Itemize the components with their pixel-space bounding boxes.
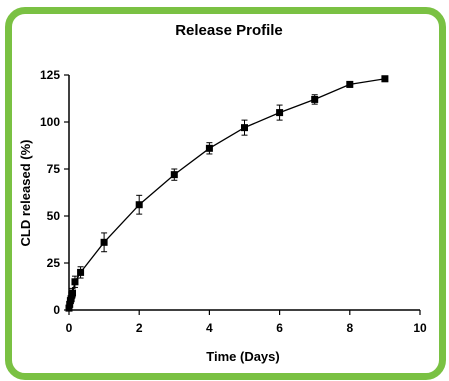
data-point [135,201,143,209]
y-tick-label: 75 [47,162,61,176]
data-point [71,278,79,286]
x-tick-label: 6 [276,321,283,335]
x-tick-label: 8 [346,321,353,335]
data-point [66,300,74,308]
data-point [100,238,108,246]
data-point [205,144,213,152]
x-tick-label: 2 [136,321,143,335]
data-point [346,80,354,88]
data-point [381,75,389,83]
data-point [170,171,178,179]
data-point [65,304,73,312]
data-point [311,95,319,103]
series-line [68,78,386,309]
data-point [77,268,85,276]
y-tick-label: 25 [47,256,61,270]
y-tick-label: 50 [47,209,61,223]
x-axis-title: Time (Days) [206,349,279,364]
chart-frame [5,7,446,380]
y-axis-title: CLD released (%) [18,140,33,247]
x-tick-label: 10 [413,321,427,335]
x-tick-label: 0 [66,321,73,335]
data-point [241,124,248,132]
x-tick-label: 4 [206,321,213,335]
y-tick-label: 100 [40,115,60,129]
y-tick-label: 125 [40,68,60,82]
data-point [276,109,284,117]
data-point [69,289,77,297]
chart-title: Release Profile [175,22,283,39]
y-tick-label: 0 [53,303,60,317]
